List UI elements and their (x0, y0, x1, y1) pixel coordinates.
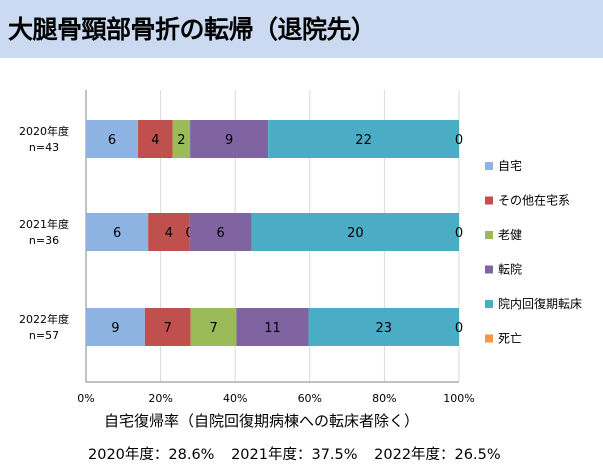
category-n-label: n=36 (29, 234, 59, 247)
data-label: 23 (375, 321, 392, 336)
bar-segment (268, 120, 459, 158)
legend-swatch (485, 265, 493, 274)
data-label: 6 (113, 226, 121, 241)
bar-segment (190, 120, 269, 158)
rate-2020: 2020年度：28.6% (88, 447, 215, 463)
slide-header: 大腿骨頸部骨折の転帰（退院先） (0, 0, 603, 58)
home-return-rates: 2020年度：28.6% 2021年度：37.5% 2022年度：26.5% (88, 443, 501, 464)
bar-segment (172, 120, 191, 158)
data-label: 7 (164, 321, 172, 336)
data-label: 22 (355, 133, 372, 148)
legend-swatch (485, 300, 493, 308)
legend-swatch (485, 196, 493, 205)
category-label: 2021年度 (19, 217, 69, 231)
bar-segment (138, 120, 173, 158)
legend-label: 転院 (498, 263, 522, 277)
bar-segment (148, 213, 190, 251)
x-tick-label: 60% (298, 392, 322, 405)
legend-label: その他在宅系 (498, 193, 570, 208)
bar-segment (308, 308, 459, 346)
home-return-rate-note: 自宅復帰率（自院回復期病棟への転床者除く） (104, 412, 420, 430)
x-tick-label: 100% (443, 392, 474, 405)
category-label: 2020年度 (19, 124, 69, 138)
data-label: 0 (455, 226, 463, 241)
data-label: 0 (455, 321, 463, 336)
x-tick-label: 80% (372, 392, 396, 405)
category-n-label: n=43 (29, 141, 59, 154)
bar-segment (190, 308, 237, 346)
bar-segment (236, 308, 309, 346)
bar-segment (86, 213, 149, 251)
bar-segment (189, 213, 252, 251)
data-label: 11 (264, 321, 281, 336)
rate-2022: 2022年度：26.5% (374, 447, 501, 463)
data-label: 20 (347, 226, 364, 241)
data-label: 4 (151, 133, 159, 148)
legend-swatch (485, 231, 493, 239)
legend-swatch (485, 334, 493, 343)
page-title: 大腿骨頸部骨折の転帰（退院先） (8, 15, 376, 44)
legend-swatch (485, 162, 493, 170)
data-label: 7 (209, 321, 217, 336)
x-tick-label: 40% (223, 392, 247, 405)
bar-segment (86, 120, 139, 158)
bar-segment (86, 308, 145, 346)
x-tick-label: 20% (148, 392, 172, 405)
data-label: 2 (177, 133, 185, 148)
data-label: 4 (165, 226, 173, 241)
category-n-label: n=57 (29, 329, 59, 342)
bar-segment (251, 213, 459, 251)
legend-label: 院内回復期転床 (498, 296, 582, 311)
bar-segment (144, 308, 191, 346)
legend-label: 老健 (498, 228, 522, 242)
rate-2021: 2021年度：37.5% (231, 447, 358, 463)
data-label: 9 (225, 133, 233, 148)
x-tick-label: 0% (77, 392, 94, 405)
data-label: 0 (455, 133, 463, 148)
legend-label: 死亡 (498, 332, 522, 346)
legend-label: 自宅 (498, 158, 522, 173)
data-label: 9 (111, 321, 119, 336)
data-label: 6 (108, 133, 116, 148)
data-label: 6 (217, 226, 225, 241)
category-label: 2022年度 (19, 312, 69, 326)
